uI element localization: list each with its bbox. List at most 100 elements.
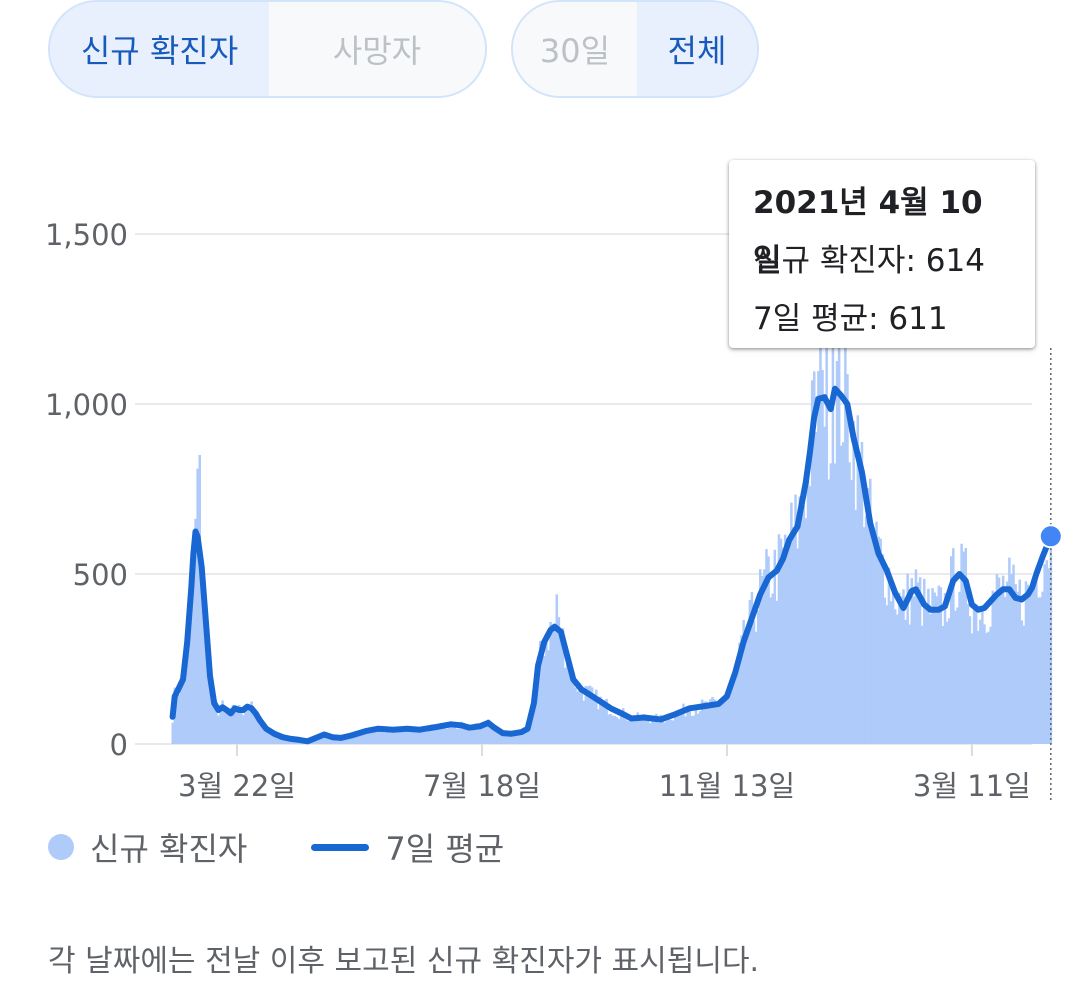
daily-bar [250,701,253,744]
x-tick-label: 3월 11일 [913,769,1031,803]
daily-bar [898,592,901,744]
daily-bar [609,714,613,744]
daily-bar [572,673,575,744]
daily-bar [1047,568,1051,744]
daily-bar [1010,574,1013,744]
daily-bar [179,677,183,744]
daily-bar [864,515,868,744]
new-cases-tab[interactable]: 신규 확진자 [50,2,269,96]
chart-tooltip: 2021년 4월 10일 신규 확진자: 614 7일 평균: 611 [729,160,1035,348]
daily-bar [258,724,262,744]
daily-bar [208,670,212,744]
daily-bar [478,724,482,744]
metric-toggle: 신규 확진자 사망자 [48,0,487,98]
daily-bar [684,716,687,744]
daily-bar [887,567,891,744]
daily-bar [1028,595,1032,744]
daily-bar [350,736,353,744]
daily-bar [489,725,492,744]
range-all-tab[interactable]: 전체 [637,2,757,96]
daily-bar [360,734,363,744]
daily-bar [715,701,718,744]
daily-bar [686,710,689,744]
daily-bar [553,623,556,744]
daily-bar [833,463,837,744]
daily-bar [522,728,525,744]
daily-bar [956,607,959,744]
daily-bar [194,518,197,744]
daily-bar [935,596,938,744]
daily-bar [634,718,637,744]
daily-bar [183,666,187,744]
daily-bar [599,696,602,744]
daily-bar [186,630,189,744]
daily-bar [244,711,247,744]
daily-bar [262,725,266,744]
highlight-point [1038,524,1063,549]
daily-bar [545,640,548,744]
daily-bar [389,732,392,744]
daily-bar [1012,564,1015,744]
daily-bar [381,730,384,744]
daily-bar [943,592,947,744]
daily-bar [842,442,845,744]
daily-bar [941,626,945,744]
daily-bar [586,686,590,744]
daily-bar [779,538,783,744]
daily-bar [565,663,569,744]
daily-bar [829,463,833,744]
daily-bar [902,589,905,744]
daily-bar [435,725,438,744]
daily-bar [648,723,652,744]
daily-bar [678,711,681,744]
daily-bar [520,731,523,744]
daily-bar [862,527,866,744]
daily-bar [792,527,795,744]
daily-bar [561,628,565,744]
daily-bar [474,723,478,744]
daily-bar [470,724,473,744]
daily-bar [516,730,519,744]
daily-bar [985,632,988,744]
daily-bar [632,721,635,744]
daily-bar [476,723,480,744]
daily-bar [914,569,918,744]
daily-bar [850,480,853,744]
daily-bar [835,361,839,744]
daily-bar [750,591,754,744]
daily-bar [1008,557,1011,744]
daily-bar [393,731,397,744]
daily-bar [860,441,864,744]
deaths-tab[interactable]: 사망자 [269,2,485,96]
y-tick-label: 0 [110,728,128,762]
daily-bar [651,721,654,744]
daily-bar [352,736,355,744]
daily-bar [524,727,527,744]
daily-bar [810,380,814,744]
daily-bar [406,730,409,744]
daily-bar [815,432,818,744]
daily-bar [325,734,328,744]
daily-bar [408,729,411,744]
daily-bar [748,600,752,744]
daily-bar [377,725,380,744]
daily-bar [335,737,338,744]
daily-bar [430,724,434,744]
daily-bar [387,732,390,744]
daily-bar [576,691,579,744]
daily-bar [663,722,667,744]
daily-bar [202,580,206,744]
daily-bar [480,726,484,744]
daily-bar [696,713,700,744]
daily-bar [671,720,675,744]
range-30-days-tab[interactable]: 30일 [513,2,637,96]
daily-bar [713,699,716,744]
daily-bar [983,624,986,744]
daily-bar [420,728,424,744]
daily-bar [418,727,422,744]
daily-bar [989,626,992,744]
daily-bar [968,616,972,744]
daily-bar [509,734,513,744]
daily-bar [1041,591,1044,744]
